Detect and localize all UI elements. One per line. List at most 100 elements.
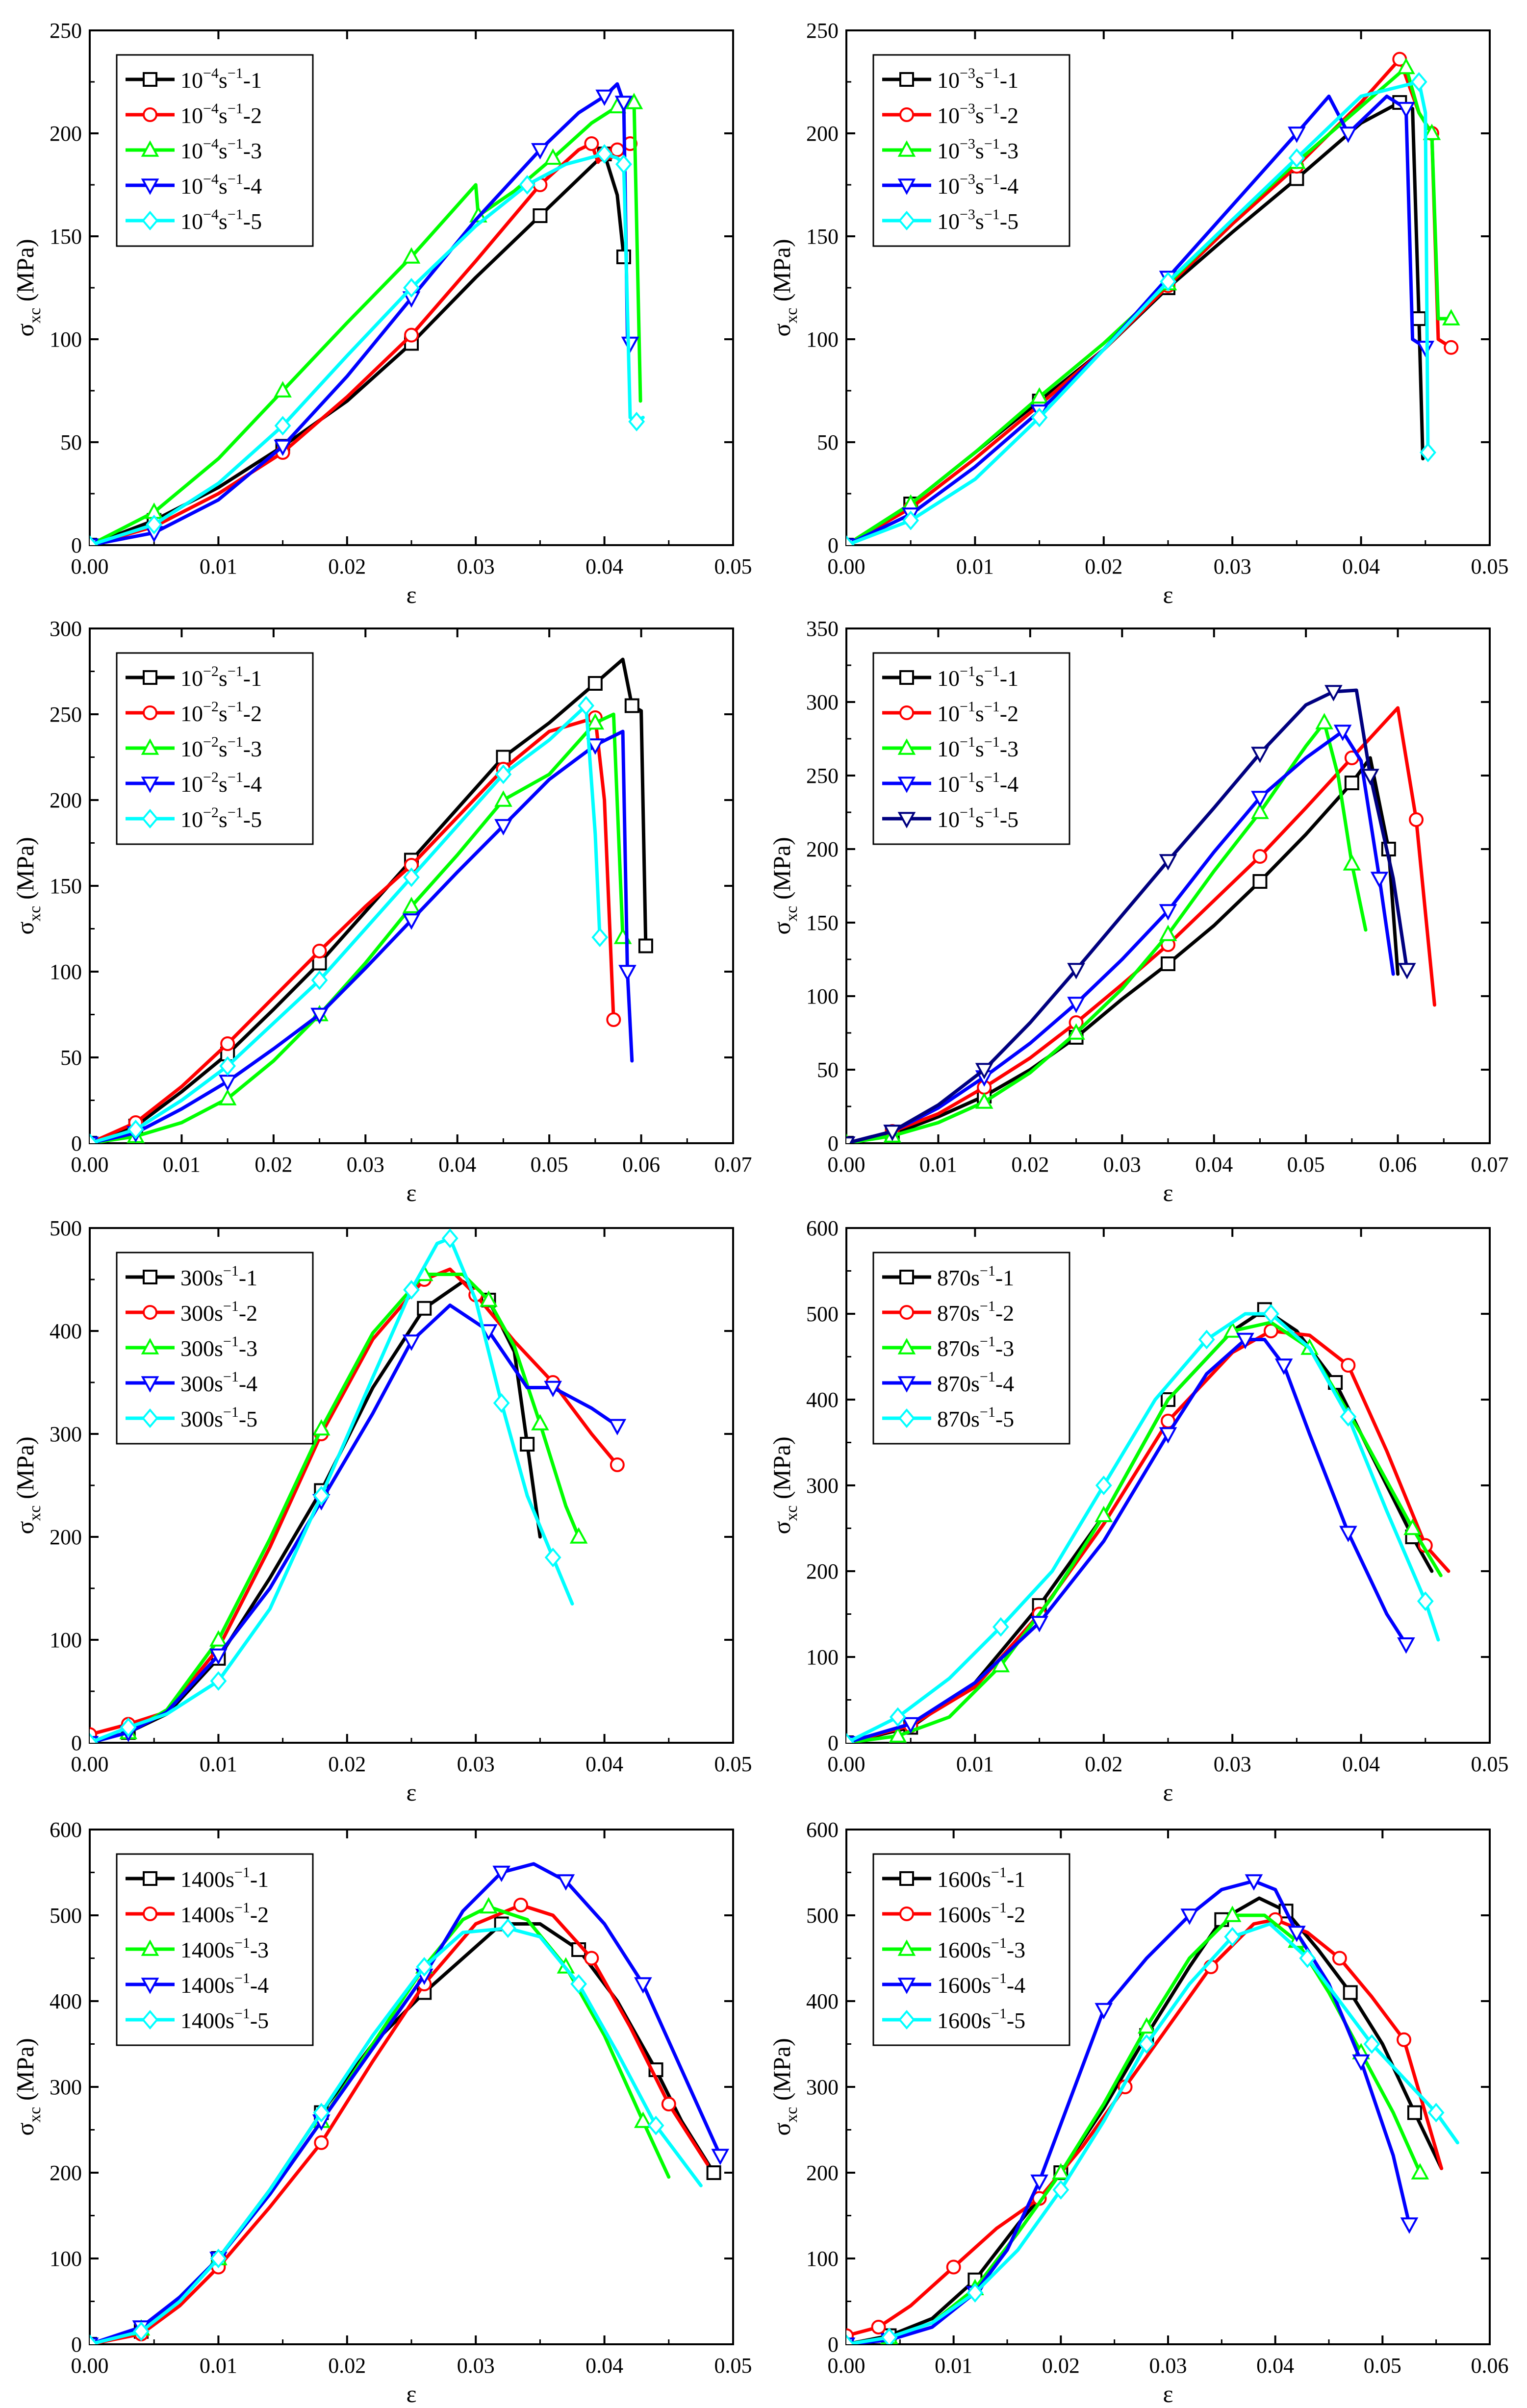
series-5: [846, 72, 1436, 545]
legend-entry: 1400s−1-3: [180, 1935, 269, 1962]
legend-marker: [142, 1408, 158, 1428]
data-point-marker: [890, 1707, 906, 1727]
data-point-marker: [1409, 812, 1424, 827]
y-tick-label: 100: [806, 2247, 839, 2271]
y-tick-label: 50: [817, 430, 839, 454]
x-tick-label: 0.00: [71, 1752, 109, 1776]
data-point-marker: [621, 336, 639, 353]
legend-entry: 10−1s−1-5: [937, 804, 1018, 832]
data-point-marker: [1343, 854, 1361, 871]
legend-marker: [141, 1978, 159, 1994]
x-tick-label: 0.03: [347, 1153, 384, 1177]
y-tick-label: 200: [806, 2161, 839, 2185]
y-tick-label: 400: [50, 1319, 82, 1343]
x-tick-label: 0.04: [585, 554, 623, 578]
series-line: [846, 1338, 1408, 1743]
data-point-marker: [218, 1089, 237, 1105]
y-axis-label: σxc (MPa): [11, 239, 44, 336]
data-point-marker: [274, 381, 292, 398]
legend-entry: 870s−1-5: [937, 1404, 1014, 1431]
data-point-marker: [1030, 2174, 1048, 2191]
y-tick-label: 350: [806, 617, 839, 641]
x-tick-label: 0.04: [585, 1752, 623, 1776]
y-axis-label: σxc (MPa): [768, 2038, 801, 2135]
y-tick-label: 300: [806, 690, 839, 714]
legend-marker: [899, 1305, 914, 1320]
legend-marker: [897, 140, 916, 157]
y-tick-label: 200: [806, 122, 839, 146]
data-point-marker: [1052, 2163, 1070, 2180]
series-5: [90, 1229, 574, 1743]
x-tick-label: 0.03: [457, 1752, 495, 1776]
data-point-marker: [1095, 1476, 1112, 1495]
legend-entry: 10−2s−1-1: [180, 663, 262, 691]
legend-entry: 10−3s−1-1: [937, 65, 1018, 93]
data-point-marker: [533, 208, 548, 223]
legend-marker: [143, 107, 157, 122]
chart-panel-6: 0.00 0.01 0.02 0.03 0.04 0.05 0 100 200 300 400 500…: [768, 1216, 1509, 1806]
y-tick-label: 200: [50, 1525, 82, 1549]
y-tick-label: 300: [50, 2075, 82, 2099]
data-point-marker: [312, 944, 327, 958]
x-axis-label: ε: [1163, 581, 1173, 608]
data-point-marker: [1180, 1908, 1199, 1925]
x-tick-label: 0.02: [1042, 2354, 1080, 2378]
data-point-marker: [628, 412, 645, 431]
legend-entry: 870s−1-3: [937, 1333, 1014, 1361]
y-axis-label: σxc (MPa): [11, 837, 44, 934]
x-axis-label: ε: [407, 1779, 417, 1806]
data-point-marker: [1397, 101, 1415, 119]
legend-marker: [143, 1906, 157, 1921]
legend-entry: 1600s−1-2: [937, 1900, 1025, 1927]
data-point-marker: [1444, 340, 1459, 355]
legend-entry: 10−4s−1-4: [180, 171, 262, 199]
x-tick-label: 0.05: [714, 554, 752, 578]
data-point-marker: [1245, 1874, 1263, 1891]
data-point-marker: [1397, 2032, 1412, 2047]
data-point-marker: [519, 175, 536, 195]
legend-entry: 10−4s−1-5: [180, 206, 262, 234]
legend-marker: [899, 1270, 914, 1284]
data-point-marker: [638, 938, 653, 953]
data-point-marker: [596, 144, 613, 164]
series-line: [846, 1896, 1444, 2344]
data-point-marker: [1411, 311, 1426, 326]
chart-panel-7: 0.00 0.01 0.02 0.03 0.04 0.05 0 100 200 300 400 500…: [11, 1818, 752, 2408]
data-point-marker: [625, 93, 643, 109]
data-point-marker: [967, 2283, 984, 2303]
legend-marker: [899, 670, 914, 685]
data-point-marker: [1224, 1927, 1241, 1947]
y-tick-label: 600: [806, 1216, 839, 1240]
legend-entry: 10−3s−1-2: [937, 100, 1018, 128]
data-point-marker: [1031, 407, 1048, 427]
legend-marker: [141, 738, 159, 755]
legend-marker: [141, 777, 159, 793]
chart-panel-2: 0.00 0.01 0.02 0.03 0.04 0.05 0 50 100 150 200 250 ε…: [768, 19, 1509, 608]
legend-entry: 300s−1-2: [180, 1298, 257, 1326]
y-tick-label: 0: [71, 1131, 82, 1155]
x-tick-label: 0.00: [71, 2354, 109, 2378]
series-5: [846, 685, 1416, 1143]
data-point-marker: [544, 1380, 562, 1398]
legend-entry: 300s−1-4: [180, 1369, 257, 1396]
legend-marker: [897, 1338, 916, 1354]
data-point-marker: [1315, 713, 1333, 729]
y-axis-label: σxc (MPa): [768, 1436, 801, 1534]
data-point-marker: [1251, 803, 1269, 819]
legend-marker: [142, 211, 158, 230]
data-point-marker: [313, 1486, 330, 1505]
x-tick-label: 0.00: [828, 554, 865, 578]
data-point-marker: [1274, 1358, 1293, 1375]
y-tick-label: 300: [50, 1422, 82, 1446]
data-point-marker: [480, 1290, 498, 1307]
x-tick-label: 0.03: [1214, 554, 1251, 578]
data-point-marker: [711, 2149, 730, 2165]
legend-entry: 10−1s−1-3: [937, 734, 1018, 761]
y-tick-label: 250: [50, 702, 82, 727]
legend-marker: [141, 140, 159, 157]
data-point-marker: [441, 1229, 458, 1248]
data-point-marker: [586, 713, 605, 730]
data-point-marker: [1138, 2034, 1155, 2054]
data-point-marker: [1263, 1304, 1279, 1324]
y-tick-label: 0: [71, 533, 82, 557]
